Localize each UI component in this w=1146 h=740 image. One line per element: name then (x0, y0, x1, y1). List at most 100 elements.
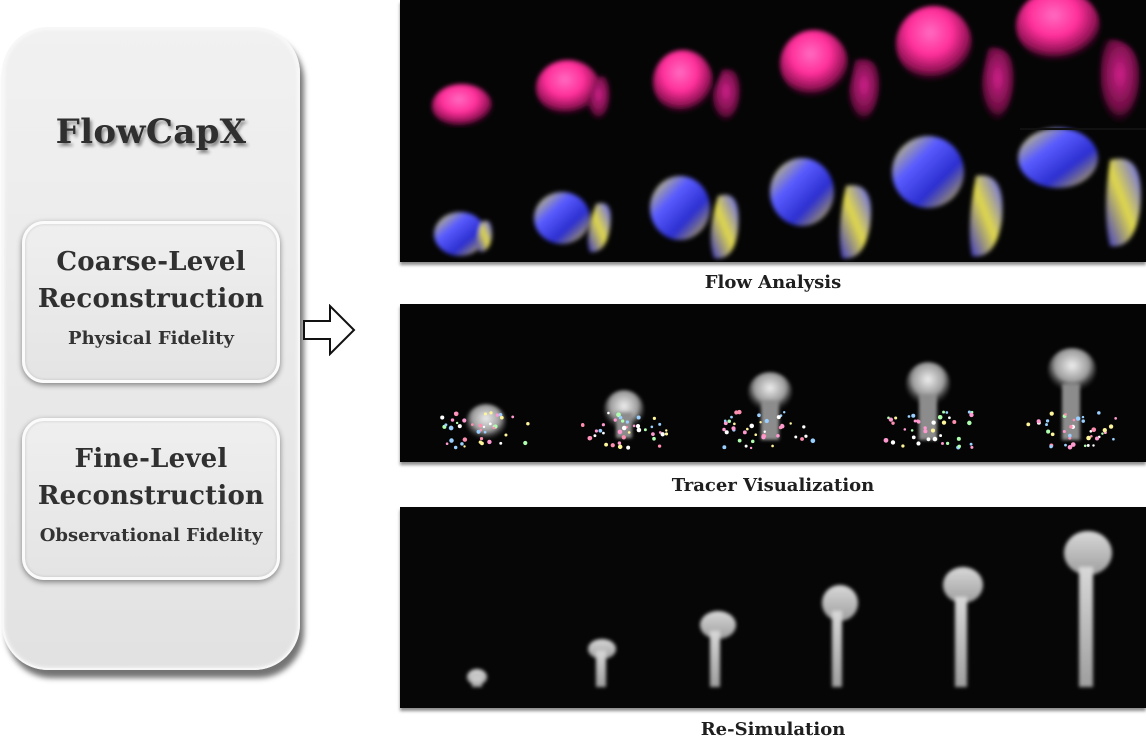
tracer-particle (652, 436, 656, 441)
tracer-particle (498, 412, 503, 417)
fine-fidelity-caption: Observational Fidelity (39, 525, 263, 546)
tracer-particle (460, 442, 464, 446)
tracer-particle (941, 420, 947, 425)
tracer-particle (1064, 413, 1067, 416)
tracer-particle (883, 437, 889, 443)
tracer-particle (1072, 418, 1076, 422)
tracer-particle (911, 413, 916, 418)
tracer-particle (1086, 435, 1091, 441)
tracer-particle (643, 428, 647, 432)
tracer-particle (759, 421, 762, 424)
tracer-particle (780, 424, 785, 429)
tracer-particle (455, 421, 459, 425)
tracer-particle (636, 415, 641, 420)
fine-reconstruction-title: Fine-Level Reconstruction (25, 441, 277, 515)
tracer-particle (594, 429, 598, 433)
tracer-particle (1091, 427, 1097, 433)
tracer-particle (621, 435, 626, 440)
tracer-particle (723, 421, 728, 426)
tracer-particle (932, 436, 938, 442)
tracer-particle (926, 437, 931, 442)
tracer-particle (1049, 444, 1053, 449)
tracer-particle (789, 422, 792, 425)
tracer-particle (761, 435, 766, 440)
tracer-particle (1045, 419, 1050, 423)
tracer-particle (916, 419, 921, 424)
tracer-particle (635, 423, 641, 429)
tracer-particle (731, 426, 736, 431)
tracer-particle (746, 427, 749, 431)
tracer-particle (800, 437, 804, 441)
tracer-particle (910, 429, 914, 432)
tracer-particle (657, 444, 662, 448)
tracer-particle (730, 415, 733, 419)
tracer-particle (727, 419, 732, 424)
re-simulation-caption: Re-Simulation (700, 719, 846, 740)
tracer-particle (1092, 444, 1095, 447)
tracer-particle (970, 445, 974, 449)
tracer-particle (598, 428, 603, 433)
tracer-particle (482, 425, 486, 429)
tracer-particle (499, 441, 503, 445)
tracer-particle (616, 412, 621, 418)
tracer-particle (650, 425, 654, 429)
tracer-particle (722, 445, 727, 450)
tracer-particle (1075, 416, 1081, 421)
tracer-particle (504, 433, 508, 437)
tracer-particle (449, 438, 454, 443)
tracer-particle (613, 418, 617, 422)
tracer-particle (617, 444, 623, 450)
tracer-particle (941, 442, 944, 445)
tracer-particle (445, 442, 449, 446)
tracer-particle (478, 423, 483, 428)
tracer-particle (664, 432, 669, 436)
app-title: FlowCapX (55, 112, 247, 152)
re-simulation-image (400, 507, 1146, 708)
tracer-particle (1089, 429, 1093, 433)
tracer-particle (888, 417, 894, 422)
fine-reconstruction-card: Fine-Level Reconstruction Observational … (22, 418, 280, 580)
tracer-particle (1068, 433, 1072, 438)
tracer-particle (903, 428, 907, 431)
tracer-particle (1062, 430, 1066, 434)
tracer-particle (782, 411, 786, 414)
tracer-particle (916, 441, 921, 446)
flow-analysis-image (400, 0, 1146, 262)
tracer-particle (1036, 419, 1041, 424)
tracer-particle (776, 415, 781, 420)
tracer-particle (1081, 415, 1085, 419)
tracer-particle (479, 436, 484, 441)
tracer-particle (607, 411, 610, 415)
tracer-particle (890, 440, 896, 445)
tracer-particle (660, 432, 665, 437)
tracer-particle (1045, 423, 1048, 427)
tracer-particle (1046, 429, 1051, 434)
tracer-particle (969, 412, 974, 418)
tracer-particle (771, 444, 774, 448)
tracer-particle (945, 441, 950, 446)
tracer-particle (967, 410, 971, 414)
right-arrow-icon (303, 304, 356, 356)
tracer-particle (750, 439, 755, 444)
tracer-particle (931, 420, 936, 425)
tracer-particle (602, 431, 605, 435)
tracer-particle (462, 437, 468, 442)
tracer-particle (744, 444, 748, 448)
tracer-particle (581, 423, 585, 427)
tracer-particle (471, 423, 474, 426)
tracer-particle (913, 419, 917, 423)
tracer-particle (665, 429, 668, 432)
tracer-particle (1067, 444, 1073, 450)
coarse-fidelity-caption: Physical Fidelity (68, 328, 234, 349)
tracer-particle (593, 434, 597, 438)
tracer-particle (617, 429, 623, 435)
coarse-title-line2: Reconstruction (37, 284, 265, 314)
coarse-title-line1: Coarse-Level (56, 247, 246, 277)
tracer-visualization-caption: Tracer Visualization (671, 475, 875, 496)
tracer-particle (601, 423, 605, 427)
tracer-particle (764, 418, 769, 424)
tracer-particle (1086, 444, 1090, 447)
tracer-particle (1090, 434, 1093, 438)
tracer-particle (483, 430, 487, 434)
tracer-particle (495, 413, 500, 417)
